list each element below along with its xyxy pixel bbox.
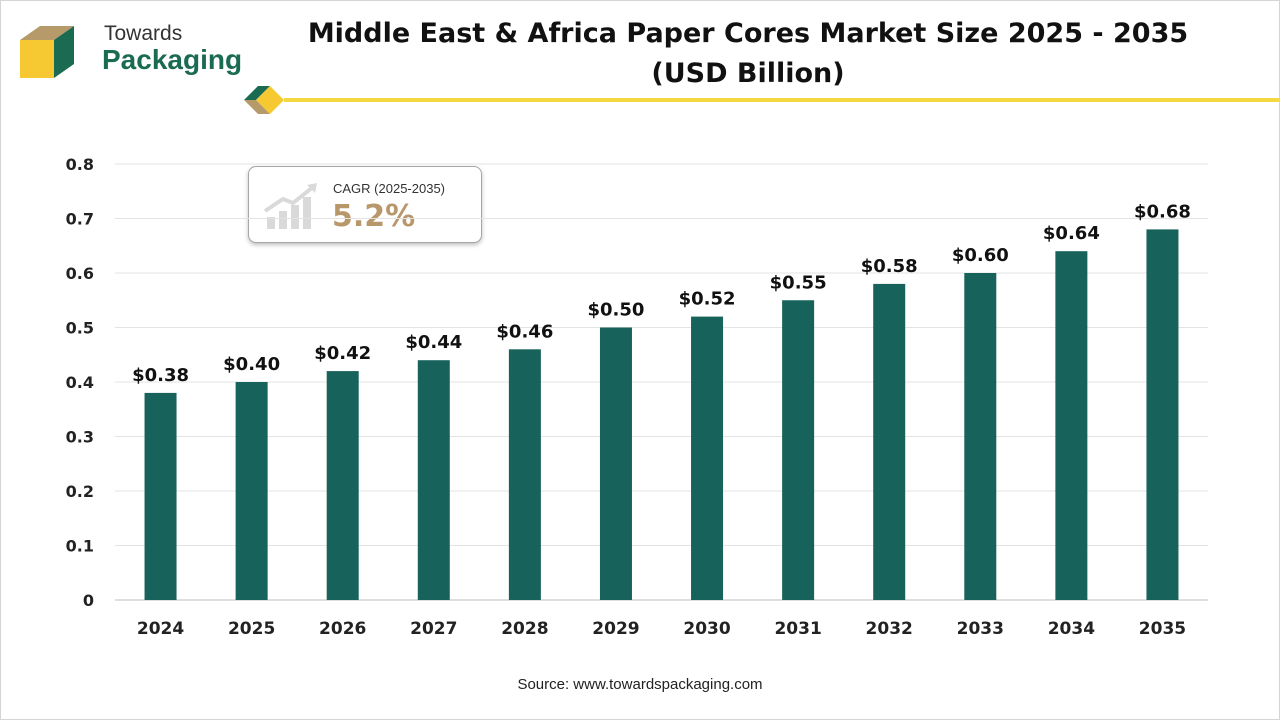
data-label-2030: $0.52: [679, 289, 736, 310]
y-tick-label: 0.3: [66, 428, 94, 447]
logo-cube-icon: [20, 26, 74, 78]
x-tick-label: 2030: [683, 619, 730, 639]
bar-2027: [417, 360, 450, 600]
y-tick-label: 0.8: [66, 155, 94, 174]
x-tick-label: 2035: [1139, 619, 1186, 639]
x-tick-label: 2031: [774, 619, 821, 639]
x-tick-label: 2033: [957, 619, 1004, 639]
x-tick-label: 2026: [319, 619, 366, 639]
bar-2025: [235, 382, 268, 600]
x-tick-label: 2024: [137, 619, 184, 639]
data-label-2033: $0.60: [952, 245, 1009, 266]
y-tick-label: 0.2: [66, 482, 94, 501]
data-label-2025: $0.40: [223, 354, 280, 375]
logo-text-packaging: Packaging: [102, 44, 243, 75]
towards-packaging-logo: Towards Packaging: [18, 20, 258, 82]
decorative-diamond-divider: [244, 86, 1280, 114]
cagr-value: 5.2%: [332, 199, 416, 234]
data-label-2027: $0.44: [405, 332, 462, 353]
bar-chart: 0 0.1 0.2 0.3 0.4 0.5 0.6 0.7 0.8 $0.38 $0.40 $0.4…: [66, 155, 1208, 639]
x-tick-label: 2027: [410, 619, 457, 639]
data-label-2035: $0.68: [1134, 201, 1191, 222]
x-tick-label: 2034: [1048, 619, 1095, 639]
bar-2024: [144, 392, 177, 600]
logo-text-towards: Towards: [104, 22, 183, 45]
x-tick-label: 2032: [866, 619, 913, 639]
bar-2030: [691, 316, 724, 600]
y-tick-label: 0.4: [66, 373, 94, 392]
data-label-2032: $0.58: [861, 256, 918, 277]
source-note: Source: www.towardspackaging.com: [517, 676, 763, 693]
x-tick-label: 2025: [228, 619, 275, 639]
bar-2028: [508, 349, 541, 600]
y-tick-label: 0: [83, 591, 94, 610]
data-label-2028: $0.46: [496, 321, 553, 342]
cagr-label: CAGR (2025-2035): [333, 181, 445, 196]
bar-2035: [1146, 229, 1179, 600]
bar-2031: [782, 300, 815, 600]
growth-bars-arrow-icon: [263, 183, 317, 229]
cagr-callout: CAGR (2025-2035) 5.2%: [248, 166, 482, 243]
chart-title-line2: (USD Billion): [651, 58, 845, 89]
chart-title-line1: Middle East & Africa Paper Cores Market …: [307, 18, 1189, 49]
y-tick-label: 0.5: [66, 319, 94, 338]
bar-2032: [873, 283, 906, 600]
bar-2026: [326, 371, 359, 600]
x-tick-label: 2028: [501, 619, 548, 639]
y-tick-label: 0.1: [66, 537, 94, 556]
y-tick-label: 0.6: [66, 264, 94, 283]
data-label-2029: $0.50: [587, 300, 644, 321]
data-label-2024: $0.38: [132, 365, 189, 386]
bar-2034: [1055, 251, 1088, 600]
x-tick-label: 2029: [592, 619, 639, 639]
chart-title: Middle East & Africa Paper Cores Market …: [300, 14, 1196, 94]
bar-2033: [964, 273, 997, 600]
data-label-2026: $0.42: [314, 343, 371, 364]
data-label-2034: $0.64: [1043, 223, 1100, 244]
bar-2029: [599, 327, 632, 600]
data-label-2031: $0.55: [770, 272, 827, 293]
y-tick-label: 0.7: [66, 210, 94, 229]
